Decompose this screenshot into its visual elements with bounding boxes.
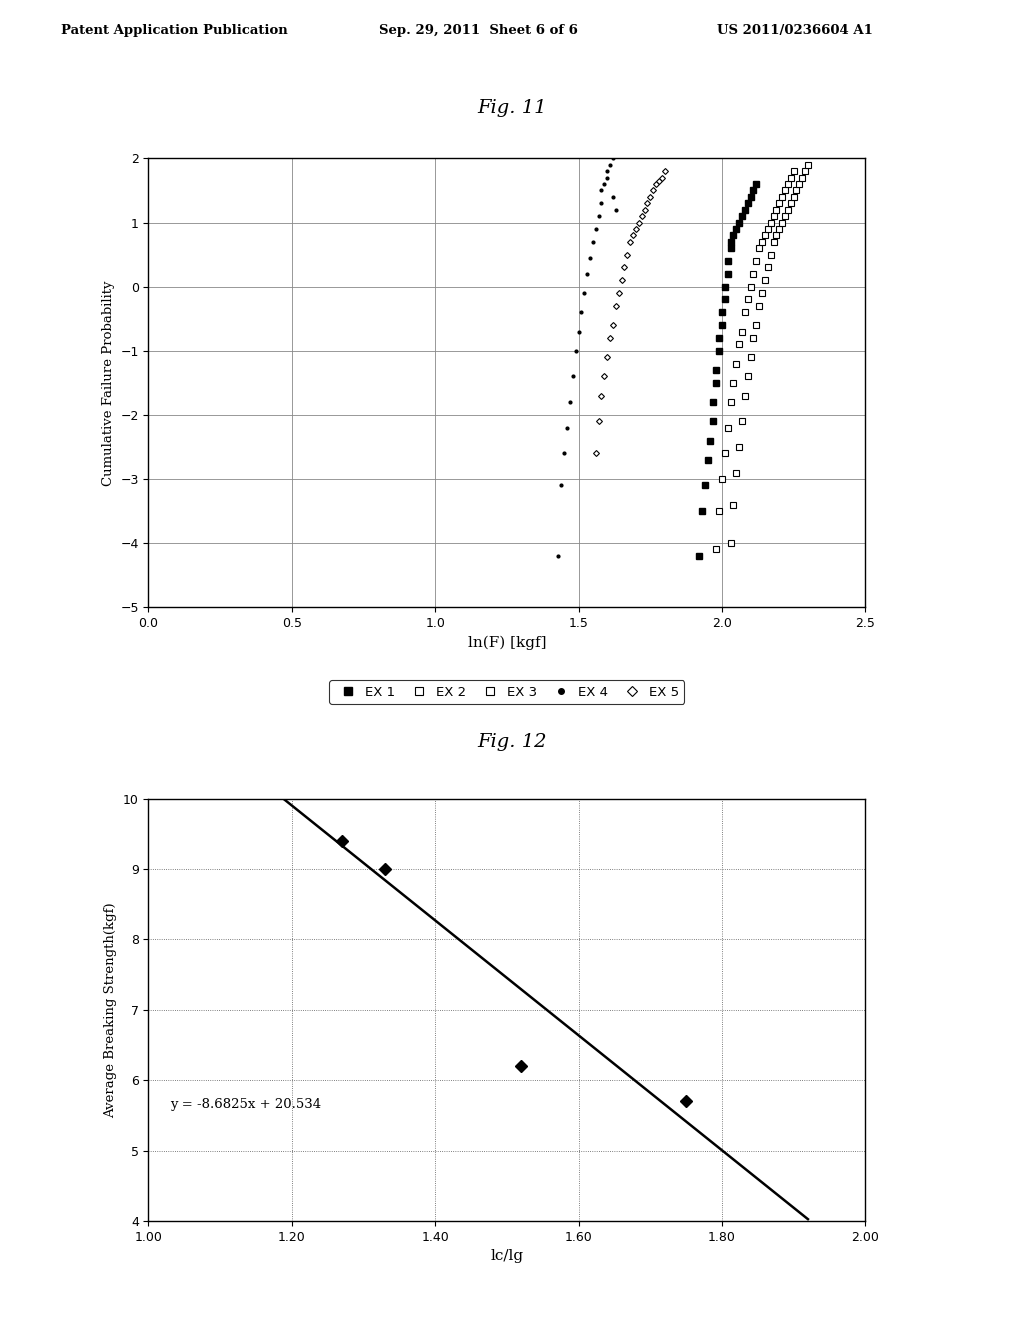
Text: Fig. 12: Fig. 12: [477, 733, 547, 751]
Text: y = -8.6825x + 20.534: y = -8.6825x + 20.534: [170, 1098, 322, 1111]
Legend: EX 1, EX 2, EX 3, EX 4, EX 5: EX 1, EX 2, EX 3, EX 4, EX 5: [330, 680, 684, 704]
Y-axis label: Average Breaking Strength(kgf): Average Breaking Strength(kgf): [104, 902, 118, 1118]
Text: Patent Application Publication: Patent Application Publication: [61, 24, 288, 37]
X-axis label: ln(F) [kgf]: ln(F) [kgf]: [468, 635, 546, 649]
X-axis label: lc/lg: lc/lg: [490, 1249, 523, 1263]
Y-axis label: Cumulative Failure Probability: Cumulative Failure Probability: [101, 280, 115, 486]
Text: US 2011/0236604 A1: US 2011/0236604 A1: [717, 24, 872, 37]
Text: Sep. 29, 2011  Sheet 6 of 6: Sep. 29, 2011 Sheet 6 of 6: [379, 24, 578, 37]
Text: Fig. 11: Fig. 11: [477, 99, 547, 117]
